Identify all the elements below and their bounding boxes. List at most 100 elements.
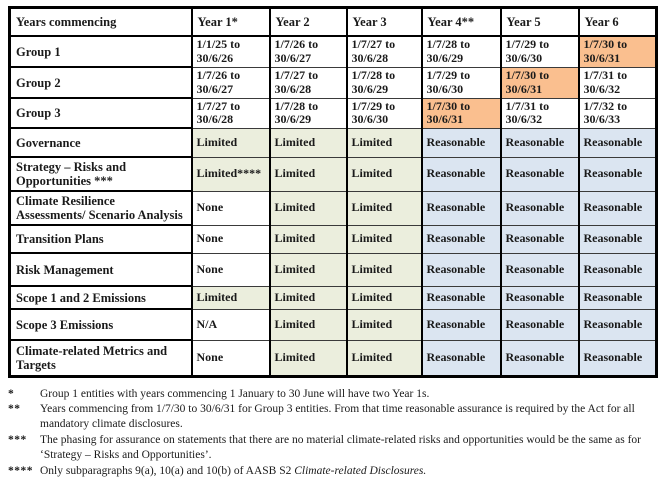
assurance-cell: Reasonable xyxy=(579,253,657,286)
assurance-cell: Limited xyxy=(347,253,422,286)
assurance-cell: Limited xyxy=(270,157,347,191)
column-header-year-2: Year 2 xyxy=(270,8,347,37)
row-label-climate-related-metrics-and-targets: Climate-related Metrics and Targets xyxy=(10,340,192,376)
assurance-cell: Limited xyxy=(270,128,347,157)
footnote-text: Years commencing from 1/7/30 to 30/6/31 … xyxy=(40,402,663,432)
footnote-4: ****Only subparagraphs 9(a), 10(a) and 1… xyxy=(8,464,663,479)
assurance-cell: Reasonable xyxy=(579,225,657,253)
assurance-cell: Reasonable xyxy=(579,340,657,376)
footnote-text: Group 1 entities with years commencing 1… xyxy=(40,387,663,402)
assurance-cell: Reasonable xyxy=(579,191,657,225)
row-label-group-1: Group 1 xyxy=(10,36,192,67)
footnote-text: The phasing for assurance on statements … xyxy=(40,433,663,463)
assurance-cell: Limited xyxy=(270,191,347,225)
assurance-cell: Reasonable xyxy=(501,191,579,225)
footnotes: *Group 1 entities with years commencing … xyxy=(8,387,663,479)
row-label-governance: Governance xyxy=(10,128,192,157)
assurance-cell: Reasonable xyxy=(501,157,579,191)
assurance-cell: Reasonable xyxy=(422,309,501,340)
column-header-year-3: Year 3 xyxy=(347,8,422,37)
assurance-cell: Limited xyxy=(192,128,270,157)
assurance-cell: Limited xyxy=(347,340,422,376)
assurance-cell: Limited xyxy=(347,286,422,309)
row-label-risk-management: Risk Management xyxy=(10,253,192,286)
row-label-group-2: Group 2 xyxy=(10,67,192,98)
assurance-cell: Limited xyxy=(192,286,270,309)
assurance-cell: Limited xyxy=(270,225,347,253)
row-label-scope-1-and-2-emissions: Scope 1 and 2 Emissions xyxy=(10,286,192,309)
assurance-cell: Limited xyxy=(347,225,422,253)
assurance-cell: Limited xyxy=(347,191,422,225)
footnote-marker: ** xyxy=(8,402,40,417)
assurance-cell: Limited xyxy=(270,286,347,309)
assurance-cell: Limited**** xyxy=(192,157,270,191)
row-label-climate-resilience-assessments-scenario-analysis: Climate Resilience Assessments/ Scenario… xyxy=(10,191,192,225)
footnote-marker: *** xyxy=(8,433,40,448)
assurance-cell: Reasonable xyxy=(501,128,579,157)
assurance-cell: Reasonable xyxy=(579,309,657,340)
assurance-cell: Reasonable xyxy=(501,286,579,309)
column-header-years-commencing: Years commencing xyxy=(10,8,192,37)
assurance-cell: Reasonable xyxy=(501,309,579,340)
assurance-cell: Reasonable xyxy=(579,157,657,191)
assurance-cell: Reasonable xyxy=(422,340,501,376)
footnote-marker: * xyxy=(8,387,40,402)
assurance-cell: None xyxy=(192,225,270,253)
assurance-cell: Limited xyxy=(270,309,347,340)
assurance-cell: Reasonable xyxy=(501,340,579,376)
assurance-cell: Reasonable xyxy=(579,286,657,309)
assurance-cell: Reasonable xyxy=(501,225,579,253)
assurance-row: Climate Resilience Assessments/ Scenario… xyxy=(10,191,657,225)
row-label-strategy-risks-and-opportunities: Strategy – Risks and Opportunities *** xyxy=(10,157,192,191)
row-label-transition-plans: Transition Plans xyxy=(10,225,192,253)
assurance-cell: None xyxy=(192,191,270,225)
assurance-cell: Reasonable xyxy=(422,253,501,286)
row-label-scope-3-emissions: Scope 3 Emissions xyxy=(10,309,192,340)
assurance-cell: N/A xyxy=(192,309,270,340)
assurance-cell: Reasonable xyxy=(501,253,579,286)
footnote-text: Only subparagraphs 9(a), 10(a) and 10(b)… xyxy=(40,464,663,479)
footnote-1: *Group 1 entities with years commencing … xyxy=(8,387,663,402)
assurance-cell: Reasonable xyxy=(422,191,501,225)
column-header-year-1: Year 1* xyxy=(192,8,270,37)
column-header-year-4: Year 4** xyxy=(422,8,501,37)
assurance-cell: Limited xyxy=(347,157,422,191)
column-header-year-5: Year 5 xyxy=(501,8,579,37)
assurance-cell: Reasonable xyxy=(422,128,501,157)
assurance-cell: Limited xyxy=(347,128,422,157)
assurance-cell: Reasonable xyxy=(422,157,501,191)
assurance-cell: None xyxy=(192,253,270,286)
column-header-year-6: Year 6 xyxy=(579,8,657,37)
assurance-cell: Reasonable xyxy=(579,128,657,157)
assurance-row: Strategy – Risks and Opportunities ***Li… xyxy=(10,157,657,191)
assurance-cell: Reasonable xyxy=(422,225,501,253)
